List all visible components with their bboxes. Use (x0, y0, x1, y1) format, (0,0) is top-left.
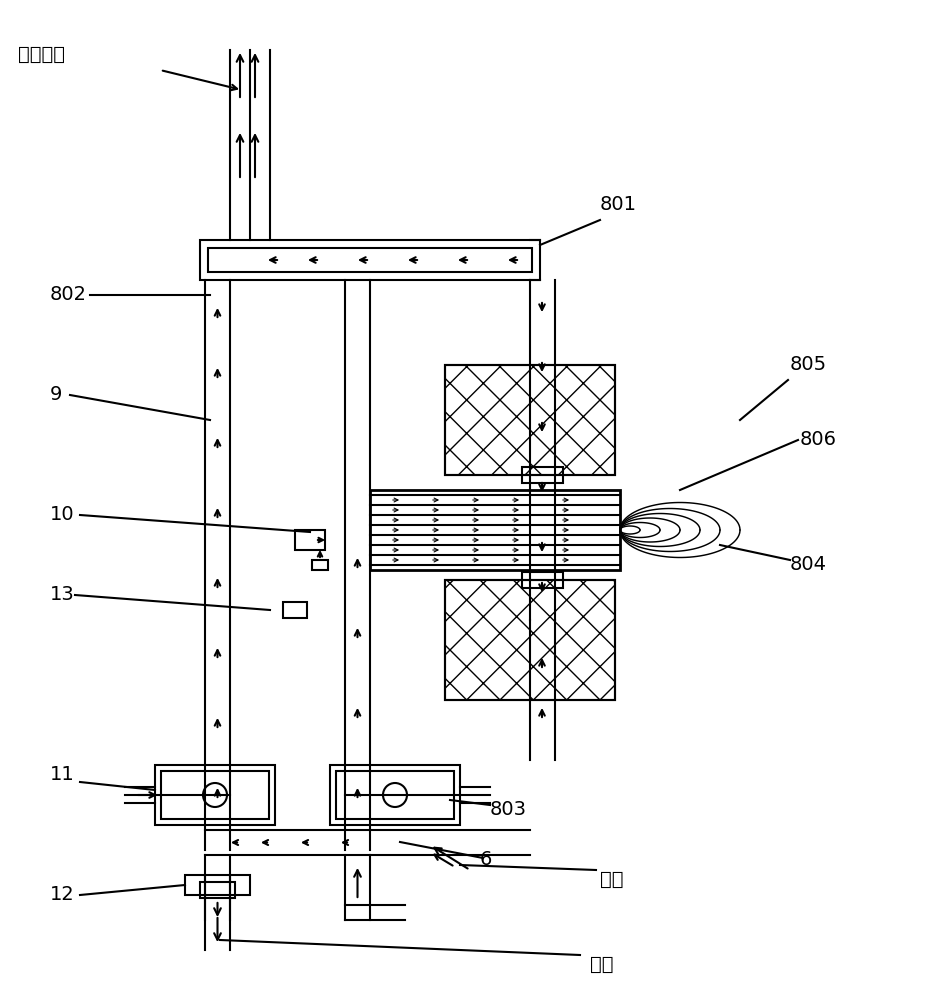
Text: 13: 13 (50, 585, 75, 604)
Text: 803: 803 (490, 800, 527, 819)
Bar (161, 771, 269, 819)
Text: 806: 806 (800, 430, 837, 449)
Bar (445, 365, 615, 475)
Text: 805: 805 (790, 355, 827, 374)
Text: 802: 802 (50, 285, 87, 304)
Bar (336, 771, 454, 819)
Text: 低温烟气: 低温烟气 (18, 45, 65, 64)
Text: 801: 801 (600, 195, 637, 214)
Bar (370, 490, 620, 570)
Text: 9: 9 (50, 385, 62, 404)
Bar (200, 240, 540, 280)
Text: 12: 12 (50, 885, 75, 904)
Text: 11: 11 (50, 765, 75, 784)
Bar (522, 572, 563, 588)
Text: 804: 804 (790, 555, 827, 574)
Bar (445, 365, 615, 475)
Text: 燃气: 燃气 (590, 955, 613, 974)
Bar (445, 580, 615, 700)
Bar (445, 580, 615, 700)
Text: 6: 6 (480, 850, 492, 869)
Bar (295, 530, 325, 550)
Bar (155, 765, 275, 825)
Text: 10: 10 (50, 505, 75, 524)
Bar (522, 467, 563, 483)
Bar (200, 882, 235, 898)
Bar (330, 765, 460, 825)
Bar (283, 602, 307, 618)
Bar (312, 560, 328, 570)
Bar (185, 875, 250, 895)
Bar (208, 248, 532, 272)
Text: 空气: 空气 (600, 870, 624, 889)
